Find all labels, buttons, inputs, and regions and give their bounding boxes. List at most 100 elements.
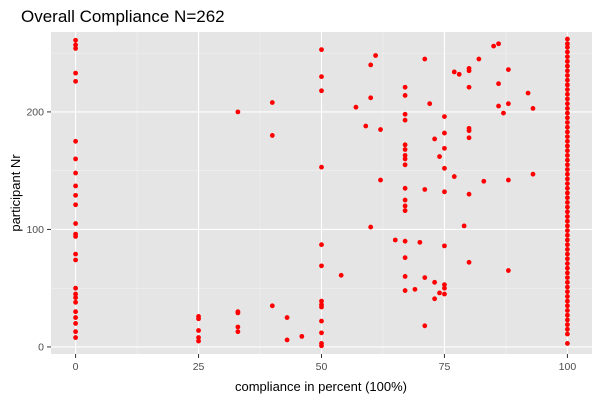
data-point bbox=[565, 36, 570, 42]
data-point bbox=[565, 63, 570, 69]
data-point bbox=[402, 93, 408, 98]
data-point bbox=[565, 228, 570, 234]
data-point bbox=[442, 130, 447, 136]
data-point bbox=[565, 284, 570, 290]
data-point bbox=[565, 312, 570, 318]
data-point bbox=[565, 251, 570, 257]
data-point bbox=[565, 326, 570, 332]
data-point bbox=[530, 105, 536, 111]
data-point bbox=[565, 44, 570, 50]
data-point bbox=[565, 96, 570, 102]
data-point bbox=[402, 288, 408, 293]
data-point bbox=[73, 46, 78, 51]
data-point bbox=[284, 337, 290, 343]
data-point bbox=[73, 70, 78, 76]
data-point bbox=[319, 330, 324, 336]
data-point bbox=[442, 189, 447, 195]
data-point bbox=[402, 208, 408, 214]
data-point bbox=[442, 282, 447, 288]
data-point bbox=[565, 82, 570, 88]
data-point bbox=[73, 138, 78, 144]
data-point bbox=[402, 238, 408, 244]
data-point bbox=[565, 190, 570, 196]
data-point bbox=[73, 285, 78, 291]
data-point bbox=[565, 275, 570, 281]
data-point bbox=[319, 318, 324, 324]
data-point bbox=[565, 143, 570, 149]
data-point bbox=[73, 315, 78, 320]
data-point bbox=[491, 43, 497, 49]
data-point bbox=[530, 171, 536, 177]
data-point bbox=[565, 185, 570, 191]
data-point bbox=[505, 268, 511, 273]
data-point bbox=[422, 56, 428, 62]
data-point bbox=[235, 109, 241, 115]
x-tick-label: 100 bbox=[559, 361, 577, 373]
data-point bbox=[73, 257, 78, 263]
y-tick-label: 0 bbox=[38, 341, 44, 353]
data-point bbox=[565, 223, 570, 229]
data-point bbox=[402, 156, 408, 162]
data-point bbox=[466, 191, 472, 197]
y-tick-label: 200 bbox=[26, 106, 44, 118]
data-point bbox=[432, 136, 438, 142]
data-point bbox=[505, 101, 511, 107]
data-point bbox=[196, 335, 201, 340]
data-point bbox=[565, 110, 570, 116]
data-point bbox=[565, 204, 570, 210]
data-point bbox=[565, 218, 570, 224]
data-point bbox=[402, 142, 408, 148]
data-point bbox=[73, 309, 78, 315]
data-point bbox=[73, 221, 78, 226]
x-tick-label: 0 bbox=[73, 361, 79, 373]
data-point bbox=[442, 165, 447, 171]
data-point bbox=[565, 242, 570, 248]
data-point bbox=[565, 176, 570, 182]
data-point bbox=[402, 255, 408, 261]
chart-title: Overall Compliance N=262 bbox=[21, 7, 225, 26]
data-point bbox=[402, 185, 408, 191]
data-point bbox=[402, 84, 408, 90]
data-point bbox=[565, 124, 570, 130]
data-point bbox=[565, 167, 570, 172]
data-point bbox=[565, 138, 570, 144]
data-point bbox=[269, 303, 275, 309]
data-point bbox=[565, 157, 570, 163]
x-tick-label: 50 bbox=[316, 361, 328, 373]
data-point bbox=[565, 317, 570, 323]
data-point bbox=[565, 237, 570, 243]
x-axis-title: compliance in percent (100%) bbox=[235, 379, 407, 394]
data-point bbox=[417, 239, 423, 245]
axis-ticks: 0 25 50 75 100 0 100 200 bbox=[26, 106, 576, 373]
data-point bbox=[368, 95, 374, 101]
data-point bbox=[565, 200, 570, 205]
data-point bbox=[73, 78, 78, 84]
data-point bbox=[269, 100, 275, 105]
data-point bbox=[565, 303, 570, 309]
data-point bbox=[402, 197, 408, 203]
data-point bbox=[451, 69, 457, 75]
data-point bbox=[565, 58, 570, 64]
data-point bbox=[432, 279, 438, 285]
data-point bbox=[353, 104, 359, 110]
data-point bbox=[73, 42, 78, 48]
data-point bbox=[565, 105, 570, 111]
data-point bbox=[319, 298, 324, 304]
data-point bbox=[442, 285, 447, 291]
data-point bbox=[73, 37, 78, 43]
data-point bbox=[402, 111, 408, 117]
data-point bbox=[402, 147, 408, 152]
data-point bbox=[235, 324, 241, 330]
data-point bbox=[565, 341, 570, 346]
data-point bbox=[565, 134, 570, 139]
data-point bbox=[402, 274, 408, 279]
data-point bbox=[319, 304, 324, 310]
data-point bbox=[565, 41, 570, 47]
x-tick-label: 25 bbox=[193, 361, 205, 373]
y-tick-label: 100 bbox=[26, 224, 44, 236]
data-point bbox=[565, 73, 570, 78]
data-point bbox=[412, 286, 418, 292]
data-point bbox=[73, 251, 78, 257]
data-point bbox=[565, 322, 570, 328]
data-point bbox=[565, 232, 570, 238]
